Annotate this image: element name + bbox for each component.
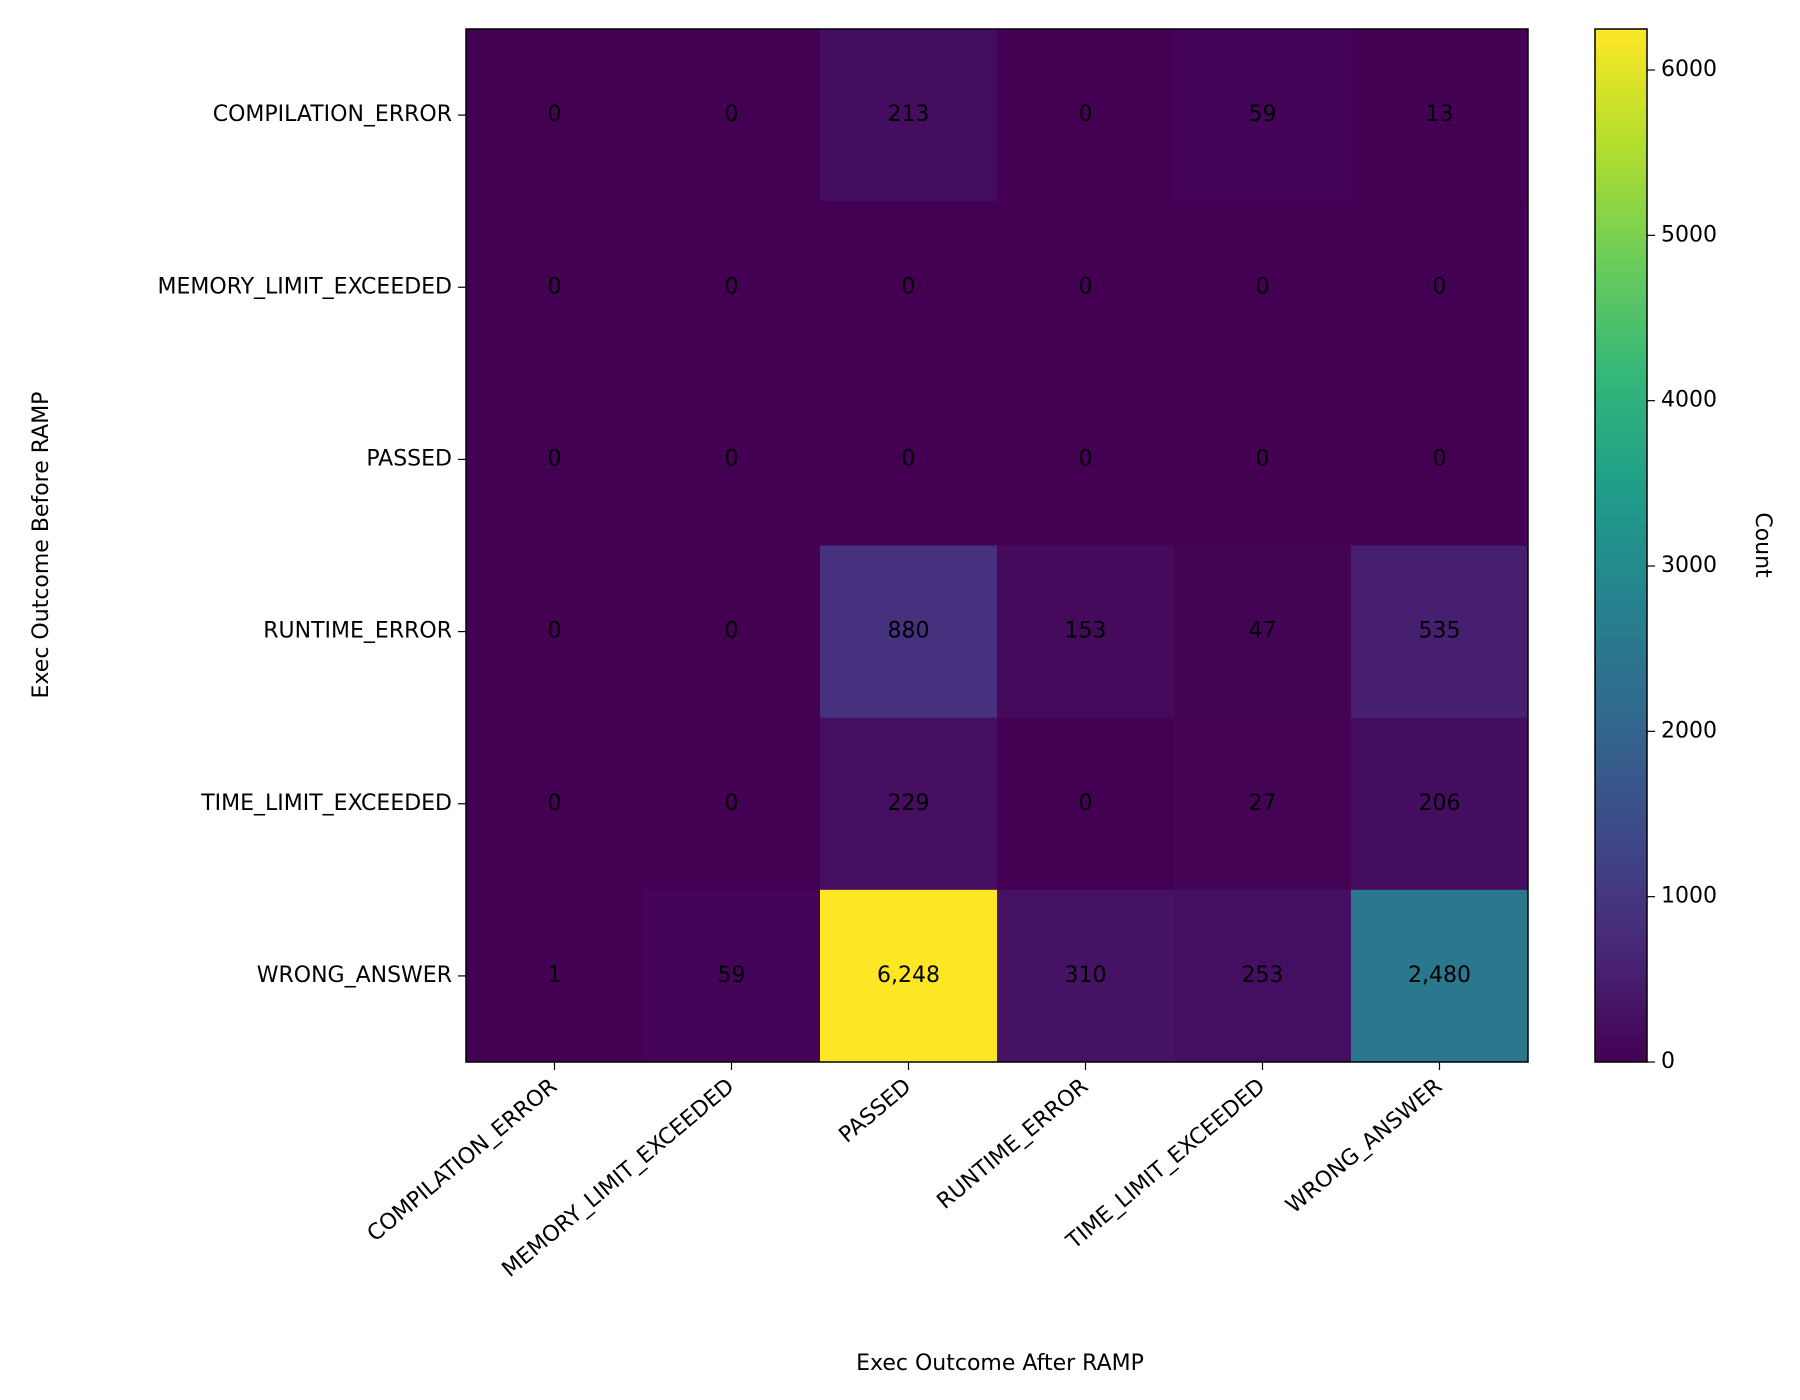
colorbar-tick-label: 5000 bbox=[1661, 222, 1717, 247]
heatmap-cell bbox=[1174, 889, 1352, 1063]
cell-label: 0 bbox=[548, 274, 562, 299]
x-axis-label: Exec Outcome After RAMP bbox=[856, 1351, 1144, 1376]
cell-label: 59 bbox=[718, 963, 746, 988]
x-tick-label: TIME_LIMIT_EXCEEDED bbox=[1061, 1074, 1270, 1255]
x-tick-label: WRONG_ANSWER bbox=[1282, 1074, 1448, 1219]
cell-label: 0 bbox=[902, 274, 916, 299]
cell-label: 6,248 bbox=[877, 963, 940, 988]
colorbar-tick-label: 6000 bbox=[1661, 57, 1717, 82]
x-tick-label: PASSED bbox=[835, 1074, 917, 1148]
heatmap-cell bbox=[643, 29, 821, 202]
cell-label: 0 bbox=[725, 446, 739, 471]
cell-label: 0 bbox=[1079, 791, 1093, 816]
y-axis-label: Exec Outcome Before RAMP bbox=[29, 392, 54, 699]
cell-label: 213 bbox=[888, 102, 930, 127]
cell-label: 229 bbox=[888, 791, 930, 816]
cell-label: 0 bbox=[548, 791, 562, 816]
cell-label: 0 bbox=[1079, 274, 1093, 299]
cell-label: 0 bbox=[725, 274, 739, 299]
heatmap-cell bbox=[997, 717, 1175, 891]
cell-label: 47 bbox=[1249, 619, 1277, 644]
colorbar-tick-label: 3000 bbox=[1661, 553, 1717, 578]
heatmap-cell bbox=[820, 717, 998, 891]
heatmap-cell bbox=[997, 545, 1175, 719]
heatmap-cell bbox=[643, 373, 821, 546]
cell-label: 0 bbox=[1256, 446, 1270, 471]
heatmap-cell bbox=[997, 201, 1175, 374]
cell-label: 13 bbox=[1426, 102, 1454, 127]
heatmap-cell bbox=[643, 201, 821, 374]
cell-label: 0 bbox=[548, 102, 562, 127]
heatmap-cell bbox=[820, 201, 998, 374]
cell-label: 0 bbox=[1079, 446, 1093, 471]
cell-label: 0 bbox=[548, 446, 562, 471]
heatmap-cell bbox=[1351, 201, 1529, 374]
heatmap-cell bbox=[820, 545, 998, 719]
heatmap-cell bbox=[643, 717, 821, 891]
y-tick-label: WRONG_ANSWER bbox=[257, 963, 452, 988]
y-tick-label: PASSED bbox=[366, 446, 452, 471]
heatmap-cell bbox=[466, 545, 644, 719]
y-tick-label: RUNTIME_ERROR bbox=[263, 619, 452, 644]
colorbar-tick-label: 1000 bbox=[1661, 884, 1717, 909]
x-tick-label: RUNTIME_ERROR bbox=[933, 1074, 1094, 1214]
cell-label: 0 bbox=[902, 446, 916, 471]
colorbar-label: Count bbox=[1750, 512, 1775, 578]
heatmap-cell bbox=[820, 373, 998, 546]
heatmap-cell bbox=[466, 201, 644, 374]
cell-label: 206 bbox=[1419, 791, 1461, 816]
colorbar-tick-label: 0 bbox=[1661, 1049, 1675, 1074]
cell-label: 310 bbox=[1065, 963, 1107, 988]
cell-label: 0 bbox=[1256, 274, 1270, 299]
cell-label: 2,480 bbox=[1408, 963, 1471, 988]
heatmap-cell bbox=[466, 889, 644, 1063]
cell-label: 0 bbox=[725, 102, 739, 127]
cell-label: 153 bbox=[1065, 619, 1107, 644]
x-tick-label: COMPILATION_ERROR bbox=[363, 1074, 562, 1247]
heatmap-cell bbox=[466, 373, 644, 546]
y-tick-label: COMPILATION_ERROR bbox=[213, 102, 452, 127]
heatmap-cell bbox=[643, 545, 821, 719]
heatmap-cell bbox=[1351, 889, 1529, 1063]
colorbar bbox=[1594, 28, 1648, 1063]
heatmap-cell bbox=[1174, 373, 1352, 546]
cell-label: 535 bbox=[1419, 619, 1461, 644]
cell-label: 0 bbox=[1079, 102, 1093, 127]
heatmap-cell bbox=[1174, 545, 1352, 719]
y-tick-label: TIME_LIMIT_EXCEEDED bbox=[200, 791, 452, 816]
heatmap-cell bbox=[820, 29, 998, 202]
heatmap-cell bbox=[1351, 373, 1529, 546]
cell-label: 880 bbox=[888, 619, 930, 644]
heatmap-cell bbox=[1174, 717, 1352, 891]
heatmap-cell bbox=[466, 29, 644, 202]
heatmap-cell bbox=[1351, 545, 1529, 719]
cell-label: 27 bbox=[1249, 791, 1277, 816]
cell-label: 59 bbox=[1249, 102, 1277, 127]
cell-label: 0 bbox=[548, 619, 562, 644]
heatmap-cell bbox=[997, 889, 1175, 1063]
plot-frame bbox=[465, 28, 1529, 1063]
cell-label: 0 bbox=[1433, 274, 1447, 299]
heatmap-cell bbox=[643, 889, 821, 1063]
heatmap-cell bbox=[1174, 201, 1352, 374]
cell-label: 0 bbox=[725, 791, 739, 816]
cell-label: 1 bbox=[548, 963, 562, 988]
heatmap-cell bbox=[997, 29, 1175, 202]
heatmap-cell bbox=[466, 717, 644, 891]
heatmap-cell bbox=[1351, 717, 1529, 891]
colorbar-tick-label: 2000 bbox=[1661, 718, 1717, 743]
colorbar-tick-label: 4000 bbox=[1661, 388, 1717, 413]
heatmap-cell bbox=[997, 373, 1175, 546]
cell-label: 0 bbox=[725, 619, 739, 644]
heatmap-cell bbox=[820, 889, 998, 1063]
heatmap-cell bbox=[1351, 29, 1529, 202]
cell-label: 253 bbox=[1242, 963, 1284, 988]
cell-label: 0 bbox=[1433, 446, 1447, 471]
y-tick-label: MEMORY_LIMIT_EXCEEDED bbox=[158, 274, 452, 299]
heatmap-cell bbox=[1174, 29, 1352, 202]
